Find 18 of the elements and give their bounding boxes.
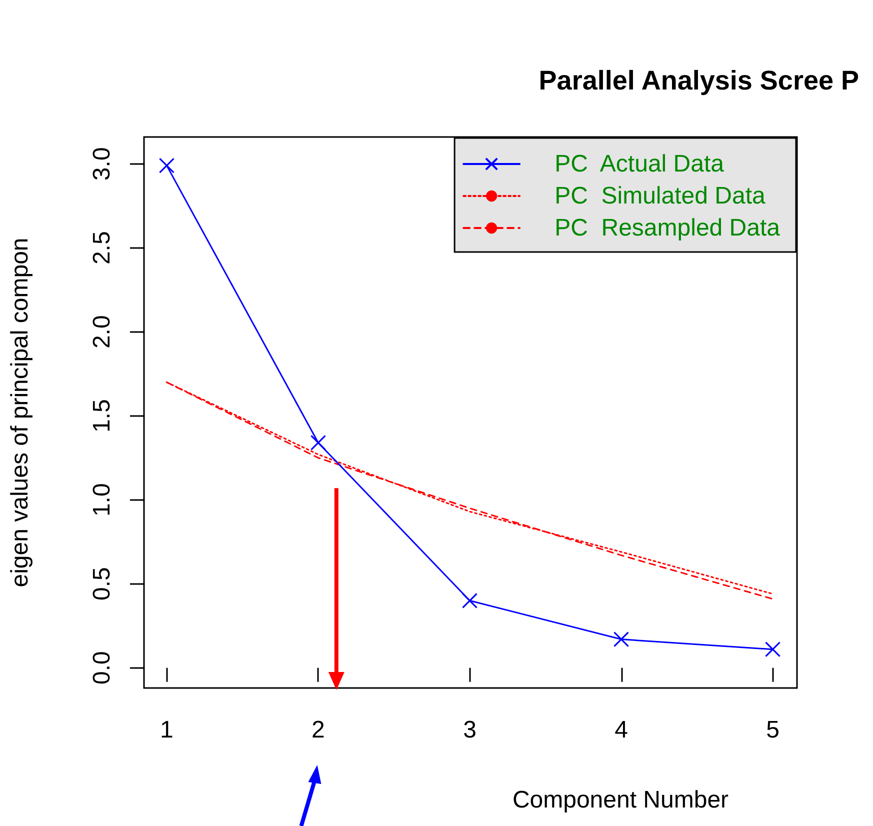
x-tick-label: 1 — [160, 716, 174, 744]
y-tick-label: 1.5 — [88, 399, 116, 433]
chart-title: Parallel Analysis Scree P — [538, 66, 859, 96]
legend-label: PC Actual Data — [554, 150, 725, 178]
y-tick-label: 2.5 — [88, 231, 116, 265]
y-axis-title: eigen values of principal compon — [6, 238, 34, 588]
y-tick-label: 2.0 — [88, 315, 116, 349]
y-tick-label: 0.5 — [88, 567, 116, 601]
x-axis-title: Component Number — [512, 786, 729, 814]
legend-label: PC Resampled Data — [554, 214, 781, 242]
y-tick-label: 0.0 — [88, 651, 116, 685]
legend-label: PC Simulated Data — [554, 182, 766, 210]
y-tick-label: 3.0 — [88, 147, 116, 181]
x-tick-label: 5 — [766, 716, 780, 744]
y-tick-label: 1.0 — [88, 483, 116, 517]
x-tick-label: 2 — [312, 716, 325, 744]
x-tick-label: 3 — [463, 716, 476, 744]
x-tick-label: 4 — [614, 716, 628, 744]
